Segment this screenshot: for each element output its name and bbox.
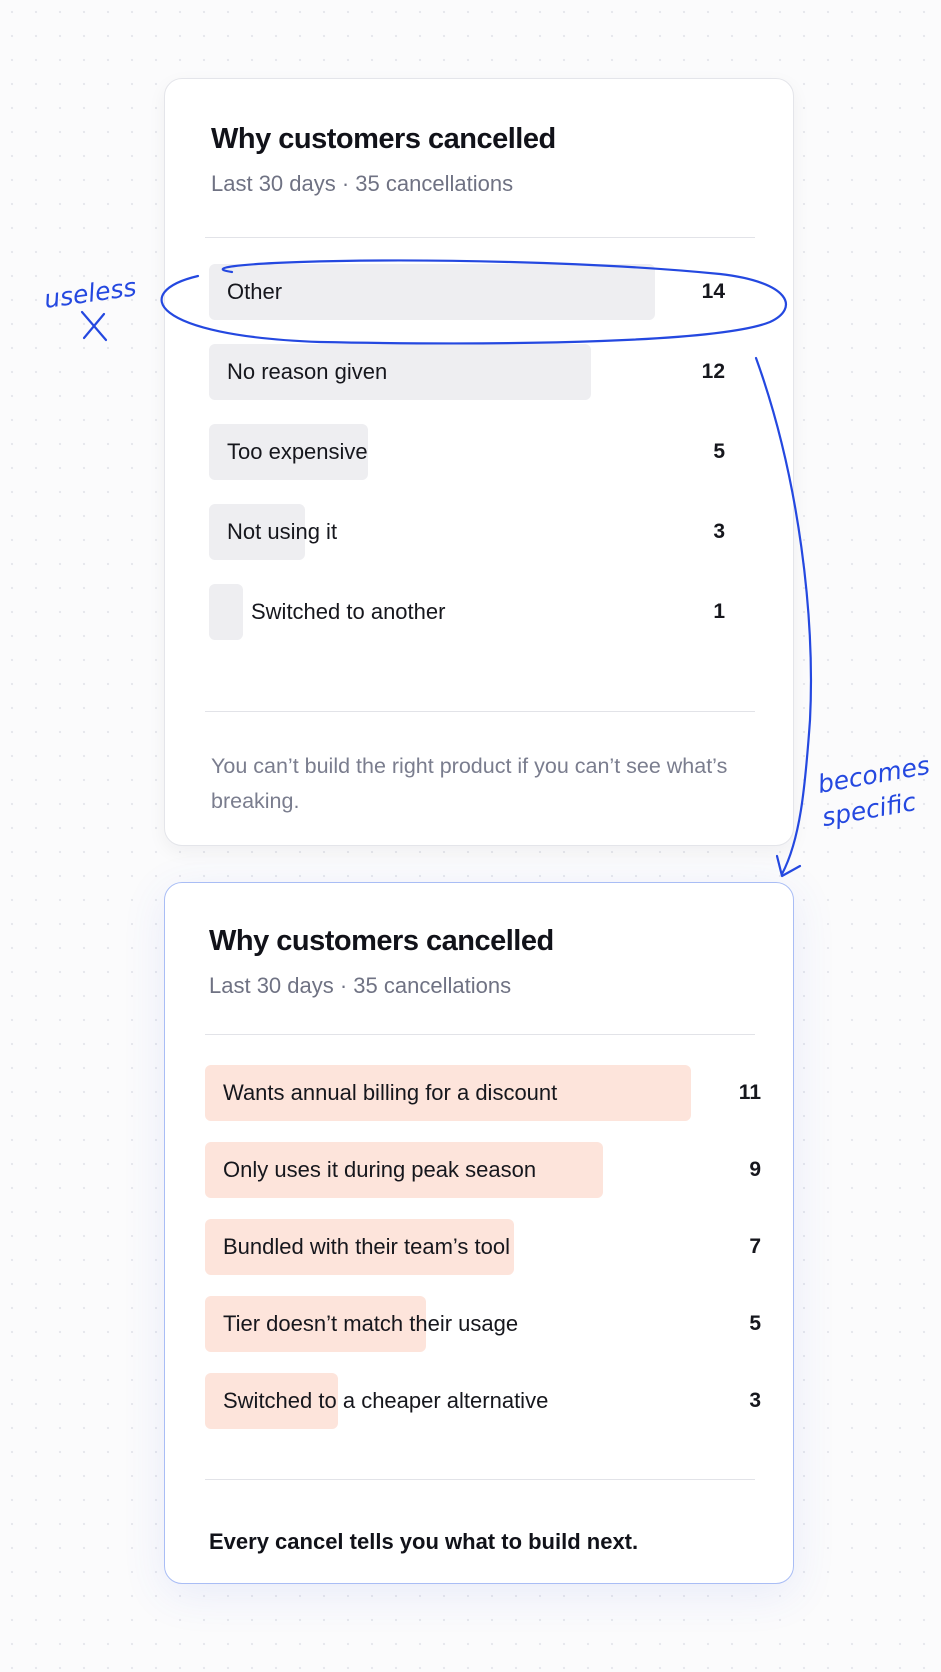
bar-row: Switched to another 1 (209, 584, 725, 640)
bar-row: No reason given 12 (209, 344, 725, 400)
bar-row: Other 14 (209, 264, 725, 320)
bar (205, 1142, 603, 1198)
bar-label: Tier doesn’t match their usage (223, 1311, 519, 1336)
bar-row: Only uses it during peak season 9 (205, 1142, 761, 1198)
card-footer-headline: Every cancel tells you what to build nex… (209, 1529, 639, 1554)
bar (209, 344, 592, 400)
arrowhead-icon (775, 854, 802, 878)
useless-note: useless (42, 272, 138, 314)
bar-value-label: 1 (713, 600, 725, 623)
after-card: Why customers cancelled Last 30 days · 3… (164, 882, 794, 1584)
bar-label: Too expensive (227, 439, 368, 464)
bar-value-label: 3 (749, 1389, 761, 1412)
bar-value-label: 9 (749, 1158, 761, 1181)
bar-chart-after: Wants annual billing for a discount 11 Onl… (165, 883, 793, 1583)
x-mark-icon (80, 310, 108, 342)
bar-label: Wants annual billing for a discount (223, 1080, 558, 1105)
bar-label: Only uses it during peak season (223, 1157, 537, 1182)
bar-value-label: 3 (713, 520, 725, 543)
bar-row: Not using it 3 (209, 504, 725, 560)
footer-divider (205, 711, 755, 712)
becomes-note-line2: specific (820, 787, 919, 832)
bar-row: Tier doesn’t match their usage 5 (205, 1296, 761, 1352)
bar-label: Switched to a cheaper alternative (223, 1388, 549, 1413)
bar-value-label: 12 (701, 360, 725, 383)
bar-label: Bundled with their team’s tool (223, 1234, 510, 1259)
bar-label: Not using it (227, 519, 338, 544)
bar-row: Switched to a cheaper alternative 3 (205, 1373, 761, 1429)
bar-label: Other (227, 279, 283, 304)
bar-value-label: 7 (749, 1235, 761, 1258)
bar (209, 424, 369, 480)
bar (205, 1296, 426, 1352)
header-divider (205, 237, 755, 238)
bar (205, 1065, 691, 1121)
card-subtitle: Last 30 days · 35 cancellations (209, 973, 512, 998)
bar-label: No reason given (227, 359, 388, 384)
footer-divider (205, 1479, 755, 1480)
before-card: Why customers cancelled Last 30 days · 3… (164, 78, 794, 846)
becomes-note-line1: becomes (815, 751, 931, 799)
bar-label: Switched to another (251, 599, 446, 624)
bar-value-label: 5 (749, 1312, 761, 1335)
bar-value-label: 14 (701, 280, 725, 303)
card-title: Why customers cancelled (211, 123, 556, 155)
card-title: Why customers cancelled (209, 925, 554, 957)
bar-value-label: 5 (713, 440, 725, 463)
bar (209, 504, 305, 560)
bar-row: Bundled with their team’s tool 7 (205, 1219, 761, 1275)
bar-chart-before: Other 14 No reason given 12 Too expensive 5 No… (165, 79, 793, 845)
card-subtitle: Last 30 days · 35 cancellations (211, 171, 514, 196)
card-footer-note: You can’t build the right product if you… (211, 754, 728, 813)
bar (205, 1219, 515, 1275)
bar (205, 1373, 338, 1429)
bar-value-label: 11 (738, 1081, 761, 1104)
bar-row: Too expensive 5 (209, 424, 725, 480)
bar-row: Wants annual billing for a discount 11 (205, 1065, 761, 1121)
header-divider (205, 1034, 755, 1035)
bar (209, 584, 243, 640)
